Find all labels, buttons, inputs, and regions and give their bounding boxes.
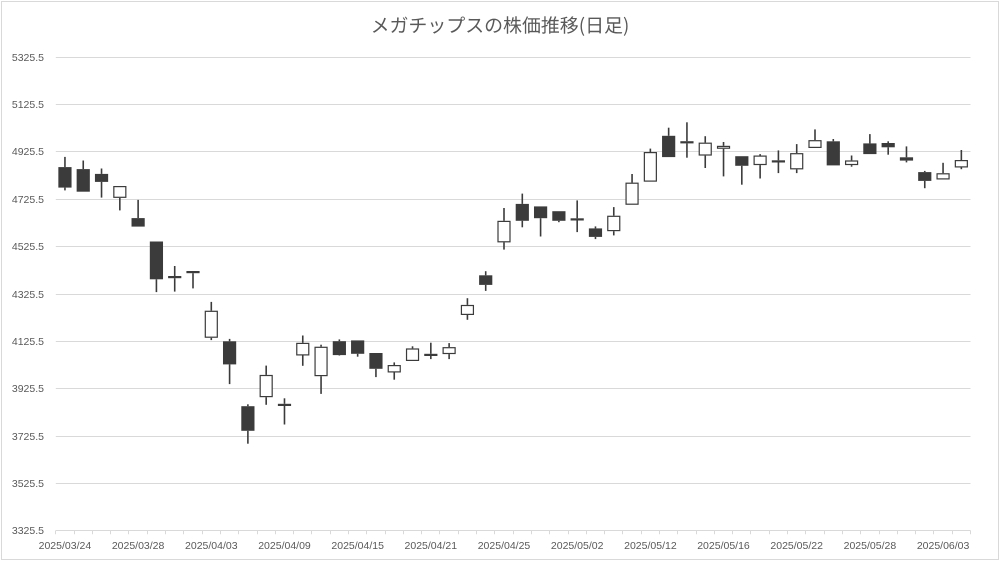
svg-text:3325.5: 3325.5	[12, 525, 44, 537]
svg-text:4725.5: 4725.5	[12, 194, 44, 206]
svg-text:2025/05/16: 2025/05/16	[697, 540, 750, 552]
svg-text:3725.5: 3725.5	[12, 431, 44, 443]
svg-text:2025/05/28: 2025/05/28	[844, 540, 897, 552]
svg-text:2025/05/12: 2025/05/12	[624, 540, 677, 552]
svg-text:2025/04/25: 2025/04/25	[478, 540, 531, 552]
svg-text:4125.5: 4125.5	[12, 336, 44, 348]
svg-text:5325.5: 5325.5	[12, 52, 44, 64]
svg-text:4925.5: 4925.5	[12, 146, 44, 158]
svg-text:4525.5: 4525.5	[12, 241, 44, 253]
svg-text:5125.5: 5125.5	[12, 99, 44, 111]
svg-text:2025/04/03: 2025/04/03	[185, 540, 238, 552]
svg-text:3525.5: 3525.5	[12, 478, 44, 490]
svg-text:2025/04/15: 2025/04/15	[331, 540, 384, 552]
svg-text:2025/03/24: 2025/03/24	[39, 540, 92, 552]
svg-text:2025/05/02: 2025/05/02	[551, 540, 604, 552]
svg-text:2025/03/28: 2025/03/28	[112, 540, 165, 552]
svg-text:2025/04/21: 2025/04/21	[405, 540, 458, 552]
svg-text:4325.5: 4325.5	[12, 289, 44, 301]
svg-text:2025/05/22: 2025/05/22	[770, 540, 823, 552]
svg-text:3925.5: 3925.5	[12, 383, 44, 395]
svg-text:2025/06/03: 2025/06/03	[917, 540, 970, 552]
svg-text:2025/04/09: 2025/04/09	[258, 540, 311, 552]
